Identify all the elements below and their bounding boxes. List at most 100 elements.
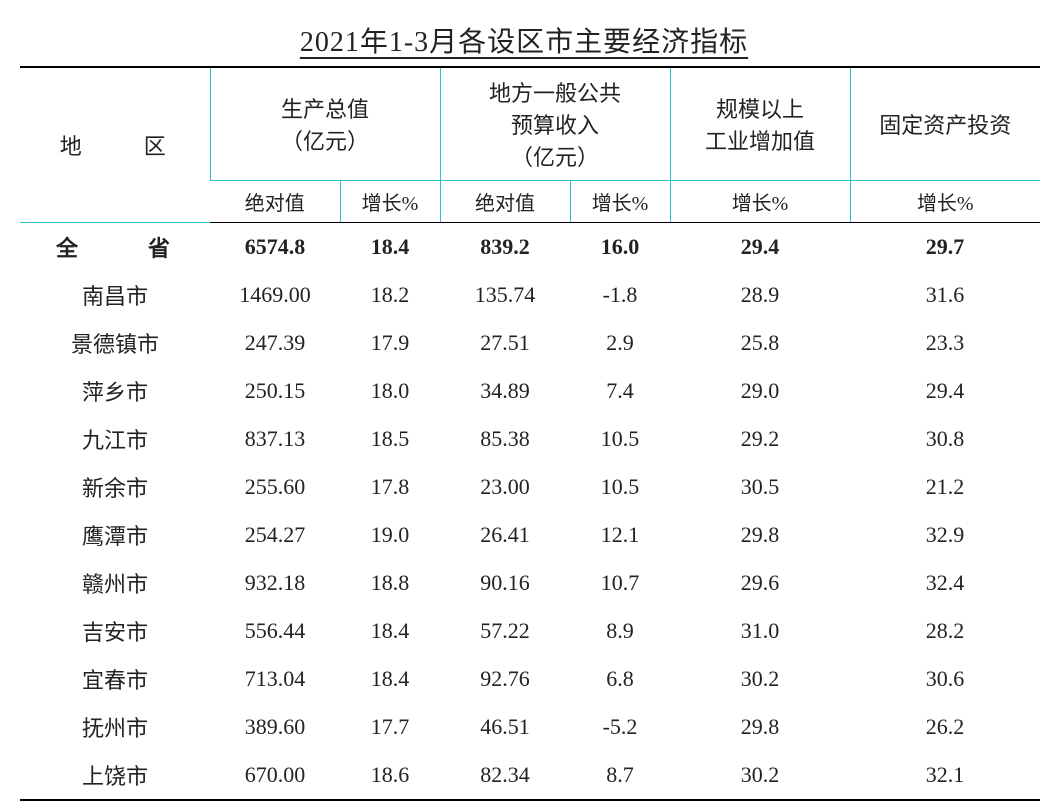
cell-budget-growth: 10.5: [570, 463, 670, 511]
hdr-industry: 规模以上 工业增加值: [670, 67, 850, 181]
cell-gdp-abs: 713.04: [210, 655, 340, 703]
cell-invest-growth: 26.2: [850, 703, 1040, 751]
cell-invest-growth: 29.4: [850, 367, 1040, 415]
cell-budget-growth: 12.1: [570, 511, 670, 559]
cell-gdp-abs: 1469.00: [210, 271, 340, 319]
cell-budget-abs: 839.2: [440, 223, 570, 272]
cell-budget-growth: -1.8: [570, 271, 670, 319]
table-row: 新余市255.6017.823.0010.530.521.2: [20, 463, 1040, 511]
cell-gdp-abs: 254.27: [210, 511, 340, 559]
table-row: 萍乡市250.1518.034.897.429.029.4: [20, 367, 1040, 415]
cell-region: 萍乡市: [20, 367, 210, 415]
cell-industry-growth: 29.8: [670, 511, 850, 559]
cell-gdp-growth: 17.8: [340, 463, 440, 511]
cell-budget-abs: 27.51: [440, 319, 570, 367]
cell-gdp-abs: 932.18: [210, 559, 340, 607]
cell-budget-abs: 46.51: [440, 703, 570, 751]
cell-gdp-growth: 18.0: [340, 367, 440, 415]
cell-gdp-growth: 18.4: [340, 607, 440, 655]
cell-region: 上饶市: [20, 751, 210, 800]
hdr-gdp-growth: 增长%: [340, 181, 440, 223]
cell-region: 吉安市: [20, 607, 210, 655]
table-row: 上饶市670.0018.682.348.730.232.1: [20, 751, 1040, 800]
cell-gdp-growth: 18.4: [340, 655, 440, 703]
cell-region: 鹰潭市: [20, 511, 210, 559]
hdr-gdp-abs: 绝对值: [210, 181, 340, 223]
cell-invest-growth: 29.7: [850, 223, 1040, 272]
cell-industry-growth: 29.0: [670, 367, 850, 415]
table-header: 地 区 生产总值 （亿元） 地方一般公共 预算收入 （亿元） 规模以上 工业增加…: [20, 67, 1040, 223]
cell-invest-growth: 31.6: [850, 271, 1040, 319]
cell-budget-abs: 90.16: [440, 559, 570, 607]
cell-invest-growth: 32.1: [850, 751, 1040, 800]
cell-invest-growth: 30.8: [850, 415, 1040, 463]
hdr-budget-abs: 绝对值: [440, 181, 570, 223]
cell-gdp-abs: 837.13: [210, 415, 340, 463]
cell-budget-growth: 8.9: [570, 607, 670, 655]
cell-budget-abs: 23.00: [440, 463, 570, 511]
cell-gdp-growth: 18.6: [340, 751, 440, 800]
table-row: 抚州市389.6017.746.51-5.229.826.2: [20, 703, 1040, 751]
cell-budget-abs: 135.74: [440, 271, 570, 319]
hdr-region: 地 区: [20, 67, 210, 223]
cell-budget-growth: -5.2: [570, 703, 670, 751]
cell-gdp-abs: 250.15: [210, 367, 340, 415]
cell-gdp-abs: 389.60: [210, 703, 340, 751]
cell-gdp-growth: 18.2: [340, 271, 440, 319]
table-row: 九江市837.1318.585.3810.529.230.8: [20, 415, 1040, 463]
cell-gdp-growth: 17.9: [340, 319, 440, 367]
table-row: 赣州市932.1818.890.1610.729.632.4: [20, 559, 1040, 607]
cell-budget-abs: 82.34: [440, 751, 570, 800]
cell-region: 九江市: [20, 415, 210, 463]
cell-industry-growth: 29.4: [670, 223, 850, 272]
cell-industry-growth: 30.2: [670, 655, 850, 703]
cell-budget-growth: 6.8: [570, 655, 670, 703]
cell-region: 南昌市: [20, 271, 210, 319]
cell-invest-growth: 28.2: [850, 607, 1040, 655]
cell-invest-growth: 30.6: [850, 655, 1040, 703]
cell-industry-growth: 29.8: [670, 703, 850, 751]
cell-industry-growth: 29.6: [670, 559, 850, 607]
hdr-budget: 地方一般公共 预算收入 （亿元）: [440, 67, 670, 181]
cell-region: 赣州市: [20, 559, 210, 607]
cell-budget-growth: 16.0: [570, 223, 670, 272]
cell-invest-growth: 32.4: [850, 559, 1040, 607]
table-row: 鹰潭市254.2719.026.4112.129.832.9: [20, 511, 1040, 559]
hdr-budget-growth: 增长%: [570, 181, 670, 223]
province-row: 全 省 6574.8 18.4 839.2 16.0 29.4 29.7: [20, 223, 1040, 272]
cell-invest-growth: 23.3: [850, 319, 1040, 367]
cell-gdp-growth: 18.5: [340, 415, 440, 463]
cell-budget-growth: 8.7: [570, 751, 670, 800]
table-row: 景德镇市247.3917.927.512.925.823.3: [20, 319, 1040, 367]
cell-budget-growth: 2.9: [570, 319, 670, 367]
table-row: 南昌市1469.0018.2135.74-1.828.931.6: [20, 271, 1040, 319]
cell-budget-abs: 92.76: [440, 655, 570, 703]
cell-invest-growth: 32.9: [850, 511, 1040, 559]
page-title: 2021年1-3月各设区市主要经济指标: [20, 20, 1028, 60]
cell-budget-abs: 34.89: [440, 367, 570, 415]
cell-budget-growth: 7.4: [570, 367, 670, 415]
cell-gdp-abs: 6574.8: [210, 223, 340, 272]
hdr-invest: 固定资产投资: [850, 67, 1040, 181]
table-body: 全 省 6574.8 18.4 839.2 16.0 29.4 29.7 南昌市…: [20, 223, 1040, 801]
cell-budget-abs: 26.41: [440, 511, 570, 559]
cell-budget-growth: 10.5: [570, 415, 670, 463]
cell-gdp-abs: 255.60: [210, 463, 340, 511]
cell-gdp-abs: 247.39: [210, 319, 340, 367]
cell-industry-growth: 28.9: [670, 271, 850, 319]
cell-gdp-abs: 670.00: [210, 751, 340, 800]
cell-gdp-growth: 19.0: [340, 511, 440, 559]
cell-budget-growth: 10.7: [570, 559, 670, 607]
cell-gdp-growth: 18.4: [340, 223, 440, 272]
cell-region: 抚州市: [20, 703, 210, 751]
cell-budget-abs: 57.22: [440, 607, 570, 655]
table-row: 吉安市556.4418.457.228.931.028.2: [20, 607, 1040, 655]
cell-invest-growth: 21.2: [850, 463, 1040, 511]
cell-region: 新余市: [20, 463, 210, 511]
cell-region: 宜春市: [20, 655, 210, 703]
econ-table: 地 区 生产总值 （亿元） 地方一般公共 预算收入 （亿元） 规模以上 工业增加…: [20, 66, 1040, 801]
cell-industry-growth: 25.8: [670, 319, 850, 367]
cell-region: 全 省: [20, 223, 210, 272]
cell-industry-growth: 29.2: [670, 415, 850, 463]
table-row: 宜春市713.0418.492.766.830.230.6: [20, 655, 1040, 703]
